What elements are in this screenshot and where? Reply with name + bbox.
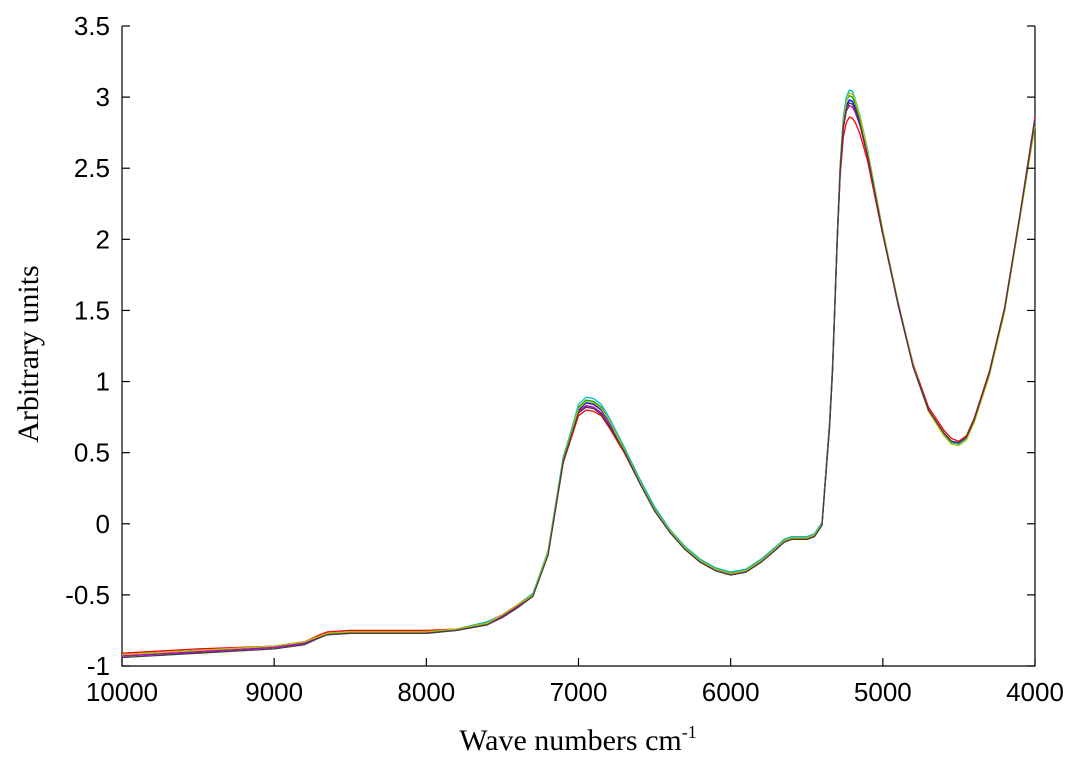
x-tick-label: 9000 [245,677,303,707]
y-tick-label: 1 [96,367,110,397]
spectrum-line-6 [121,92,1036,656]
x-tick-label: 6000 [702,677,760,707]
x-tick-label: 10000 [86,677,158,707]
series-layer [121,89,1036,659]
x-axis-title: Wave numbers cm-1 [459,722,697,757]
axes [121,26,1036,667]
spectrum-line-3 [121,116,1036,654]
spectrum-line-4 [121,89,1036,656]
spectrum-line-1 [121,99,1036,657]
y-tick-label: 3.5 [74,11,110,41]
ticks-layer: 10000 9000 8000 7000 6000 5000 4000 -1 -0.5 0 0.5 1… [65,11,1064,707]
y-tick-label: 1.5 [74,295,110,325]
x-tick-label: 5000 [854,677,912,707]
x-tick-label: 4000 [1006,677,1064,707]
y-tick-label: 2.5 [74,153,110,183]
y-tick-label: 2 [96,224,110,254]
y-tick-label: 0.5 [74,438,110,468]
plot-axes [121,26,1036,667]
spectrum-line-2 [121,95,1036,656]
spectrum-line-5 [121,104,1036,657]
y-tick-label: -0.5 [65,580,110,610]
y-tick-label: -1 [87,651,110,681]
x-tick-label: 8000 [397,677,455,707]
y-tick-label: 3 [96,82,110,112]
x-tick-label: 7000 [550,677,608,707]
spectrum-line-7 [121,102,1036,659]
y-axis-title: Arbitrary units [12,265,45,442]
y-tick-label: 0 [96,509,110,539]
